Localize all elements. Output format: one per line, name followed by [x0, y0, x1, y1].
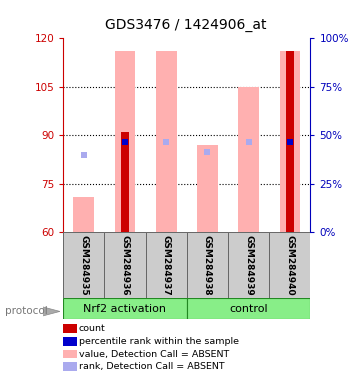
Bar: [74, 197, 94, 232]
Bar: [63, 232, 104, 298]
Text: Nrf2 activation: Nrf2 activation: [83, 303, 166, 314]
Bar: [156, 51, 177, 232]
Text: GSM284936: GSM284936: [121, 235, 130, 295]
Text: GDS3476 / 1424906_at: GDS3476 / 1424906_at: [105, 18, 267, 32]
Text: GSM284940: GSM284940: [285, 235, 294, 295]
Bar: [63, 298, 187, 319]
Bar: [121, 132, 129, 232]
Bar: [269, 232, 310, 298]
Text: GSM284935: GSM284935: [79, 235, 88, 295]
Text: value, Detection Call = ABSENT: value, Detection Call = ABSENT: [79, 349, 229, 359]
Polygon shape: [43, 307, 60, 316]
Bar: [197, 145, 218, 232]
Bar: [279, 51, 300, 232]
Bar: [104, 232, 145, 298]
Text: percentile rank within the sample: percentile rank within the sample: [79, 337, 239, 346]
Bar: [145, 232, 187, 298]
Text: count: count: [79, 324, 105, 333]
Bar: [115, 51, 135, 232]
Bar: [238, 87, 259, 232]
Text: GSM284937: GSM284937: [162, 235, 171, 295]
Text: GSM284939: GSM284939: [244, 235, 253, 295]
Text: control: control: [229, 303, 268, 314]
Bar: [228, 232, 269, 298]
Bar: [187, 232, 228, 298]
Text: rank, Detection Call = ABSENT: rank, Detection Call = ABSENT: [79, 362, 224, 371]
Bar: [187, 298, 310, 319]
Text: GSM284938: GSM284938: [203, 235, 212, 295]
Text: protocol: protocol: [5, 306, 48, 316]
Bar: [286, 51, 293, 232]
